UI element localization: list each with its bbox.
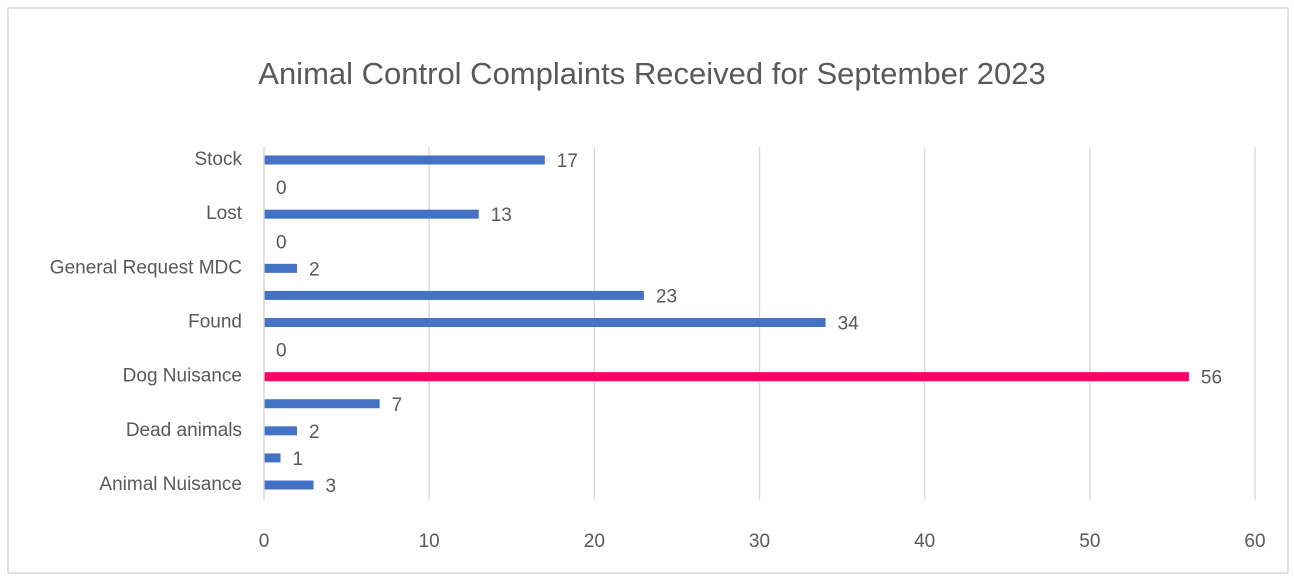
bar bbox=[264, 263, 298, 273]
value-label: 1 bbox=[293, 449, 304, 470]
y-tick-label: Lost bbox=[206, 203, 243, 224]
y-tick-label: Dead animals bbox=[126, 420, 242, 441]
bar bbox=[264, 399, 380, 409]
x-tick-label: 50 bbox=[1079, 531, 1100, 552]
bar bbox=[264, 453, 281, 463]
value-label: 0 bbox=[276, 341, 287, 362]
value-label: 0 bbox=[276, 232, 287, 253]
y-tick-label: Animal Nuisance bbox=[99, 474, 242, 495]
value-label: 17 bbox=[557, 151, 578, 172]
x-tick-label: 0 bbox=[259, 531, 270, 552]
bar bbox=[264, 372, 1189, 382]
value-label: 3 bbox=[326, 476, 337, 497]
y-tick-label: Stock bbox=[194, 149, 242, 170]
x-tick-label: 40 bbox=[914, 531, 935, 552]
bar bbox=[264, 480, 314, 490]
y-tick-label: General Request MDC bbox=[50, 257, 242, 278]
bar bbox=[264, 318, 826, 327]
value-label: 56 bbox=[1201, 368, 1222, 389]
x-tick-label: 60 bbox=[1244, 531, 1265, 552]
y-tick-label: Found bbox=[188, 312, 242, 333]
x-tick-label: 10 bbox=[419, 531, 440, 552]
bar bbox=[264, 209, 479, 219]
value-label: 0 bbox=[276, 178, 287, 199]
chart-frame bbox=[7, 7, 1289, 574]
value-label: 7 bbox=[392, 395, 403, 416]
bar bbox=[264, 290, 644, 300]
bar bbox=[264, 155, 545, 165]
x-tick-label: 30 bbox=[749, 531, 770, 552]
value-label: 13 bbox=[491, 205, 512, 226]
y-tick-label: Dog Nuisance bbox=[123, 366, 242, 387]
value-label: 2 bbox=[309, 259, 320, 280]
chart-title: Animal Control Complaints Received for S… bbox=[258, 56, 1045, 91]
value-label: 23 bbox=[656, 286, 677, 307]
bar bbox=[264, 426, 298, 436]
value-label: 34 bbox=[838, 314, 860, 335]
x-tick-label: 20 bbox=[584, 531, 605, 552]
value-label: 2 bbox=[309, 422, 320, 443]
